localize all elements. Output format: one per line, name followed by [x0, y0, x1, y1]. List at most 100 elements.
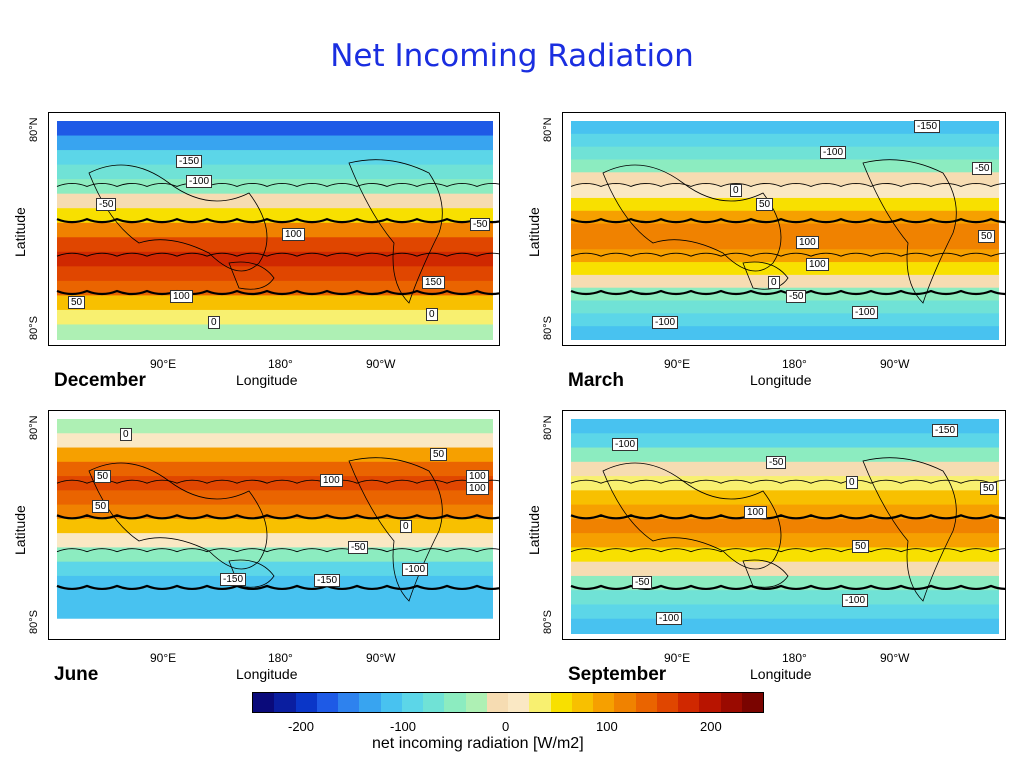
colorbar-swatch	[699, 693, 721, 712]
colorbar-tick: 100	[596, 719, 618, 734]
lat-axis-label: Latitude	[12, 207, 28, 257]
lat-band	[571, 447, 999, 463]
contour-label: 0	[730, 184, 742, 197]
lat-band	[571, 159, 999, 174]
contour-label: 50	[94, 470, 112, 483]
contour-label: 100	[170, 290, 193, 303]
lat-band	[571, 249, 999, 264]
lat-band	[57, 222, 493, 239]
lat-band	[571, 236, 999, 251]
colorbar-swatch	[401, 693, 423, 712]
lon-tick: 180°	[268, 651, 293, 665]
contour-line	[56, 252, 499, 257]
contour-label: -100	[842, 594, 869, 607]
contour-line	[570, 252, 1005, 257]
contour-label: -50	[96, 198, 117, 211]
contour-label: -150	[314, 574, 341, 587]
contour-label: 0	[768, 276, 780, 289]
contour-label: -150	[220, 573, 247, 586]
colorbar-swatch	[571, 693, 593, 712]
heatmap-svg	[56, 121, 499, 340]
contour-label: -150	[914, 120, 941, 133]
season-label: March	[568, 370, 624, 391]
coastline	[862, 457, 957, 602]
colorbar-tick: -200	[288, 719, 315, 734]
lon-axis-label: Longitude	[750, 666, 812, 682]
lat-band	[57, 266, 493, 282]
lat-band	[57, 295, 493, 311]
contour-label: 50	[756, 198, 774, 211]
contour-line	[570, 182, 1005, 187]
colorbar-swatch	[656, 693, 678, 712]
lat-band	[57, 135, 493, 152]
lat-band	[571, 185, 999, 199]
lon-tick: 90°E	[664, 357, 691, 371]
contour-label: 150	[422, 276, 445, 289]
lon-tick: 90°E	[150, 651, 177, 665]
contour-label: -150	[932, 424, 959, 437]
contour-label: -50	[972, 162, 993, 175]
contour-label: 0	[846, 476, 858, 489]
contour-label: 50	[92, 500, 110, 513]
lat-band	[571, 223, 999, 238]
lat-band	[571, 146, 999, 161]
lat-band	[571, 533, 999, 549]
lon-axis-label: Longitude	[236, 372, 298, 388]
lat-tick-north: 80°N	[28, 117, 40, 142]
contour-label: 0	[400, 520, 412, 533]
colorbar-swatch	[550, 693, 572, 712]
colorbar-swatch	[465, 693, 487, 712]
colorbar-swatch	[380, 693, 402, 712]
colorbar-swatch	[338, 693, 360, 712]
colorbar-swatch	[423, 693, 445, 712]
colorbar-tick: -100	[390, 719, 417, 734]
lon-tick: 90°E	[664, 651, 691, 665]
lon-tick: 90°W	[880, 651, 910, 665]
lon-tick: 90°W	[366, 651, 396, 665]
lon-tick: 180°	[268, 357, 293, 371]
contour-line	[570, 514, 1005, 520]
lat-axis-label: Latitude	[526, 207, 542, 257]
lat-band	[57, 590, 493, 606]
colorbar-swatch	[741, 693, 763, 712]
lat-band	[57, 490, 493, 506]
lat-band	[571, 262, 999, 276]
contour-line	[570, 217, 1005, 224]
contour-label: -100	[820, 146, 847, 159]
contour-label: 100	[796, 236, 819, 249]
lat-band	[57, 561, 493, 577]
contour-label: -100	[186, 175, 213, 188]
colorbar-swatch	[295, 693, 317, 712]
lat-band	[57, 193, 493, 210]
heatmap-svg	[570, 121, 1005, 340]
map-plot	[48, 112, 500, 346]
contour-label: -50	[348, 541, 369, 554]
contour-label: -50	[766, 456, 787, 469]
lat-band	[57, 419, 493, 435]
coastline	[602, 164, 782, 272]
lat-band	[57, 251, 493, 268]
contour-label: 50	[980, 482, 998, 495]
contour-line	[570, 548, 1005, 553]
lat-band	[571, 121, 999, 135]
contour-label: 100	[466, 482, 489, 495]
lon-axis-label: Longitude	[750, 372, 812, 388]
lat-band	[571, 210, 999, 225]
contour-line	[56, 479, 499, 484]
contour-label: 100	[806, 258, 829, 271]
map-plot	[562, 112, 1006, 346]
contour-line	[56, 182, 499, 187]
season-label: December	[54, 370, 146, 391]
colorbar-swatch	[614, 693, 636, 712]
contour-label: 0	[208, 316, 220, 329]
colorbar-swatch	[508, 693, 530, 712]
lat-band	[57, 547, 493, 563]
lat-band	[57, 121, 493, 137]
contour-line	[56, 548, 499, 553]
colorbar-swatch	[316, 693, 338, 712]
lat-band	[571, 133, 999, 148]
colorbar-swatch	[529, 693, 551, 712]
lat-band	[57, 447, 493, 463]
contour-label: -100	[652, 316, 679, 329]
lat-band	[57, 179, 493, 195]
